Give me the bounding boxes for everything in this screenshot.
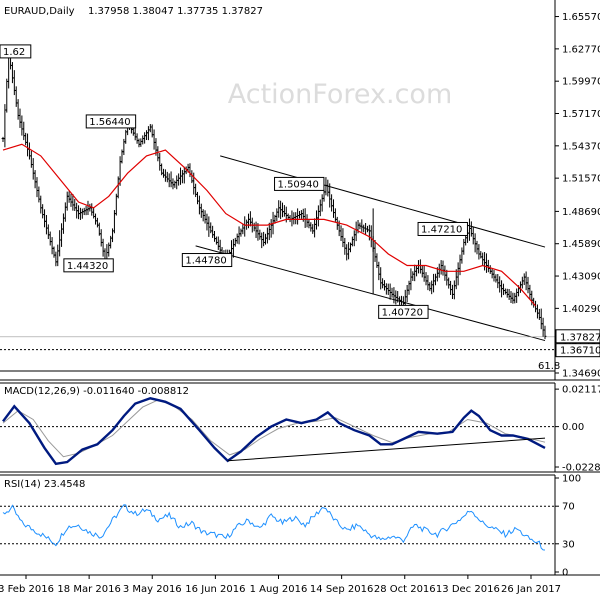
macd-title: MACD(12,26,9) -0.011640 -0.008812 (4, 386, 189, 397)
price-tick-label: 1.62770 (562, 44, 600, 55)
last-price-label: 1.37827 (560, 332, 600, 343)
time-tick-label: 3 May 2016 (123, 584, 182, 595)
time-tick-label: 18 Mar 2016 (57, 584, 120, 595)
price-tick-label: 1.43090 (562, 272, 600, 283)
rsi-tick-label: 30 (562, 539, 575, 550)
support-price-box (555, 343, 600, 358)
macd-axis: 0.021171 0.00 -0.022814 (0, 385, 600, 474)
support-price-label: 1.36710 (560, 346, 600, 357)
price-series (1, 45, 547, 340)
macd-tick-label: 0.021171 (562, 385, 600, 396)
moving-average-line (2, 143, 537, 307)
time-tick-label: 3 Feb 2016 (0, 584, 54, 595)
price-annotation: 1.47210 (417, 221, 468, 236)
time-axis: 3 Feb 2016 18 Mar 2016 3 May 2016 16 Jun 20… (0, 575, 561, 595)
price-annotation: 1.56440 (85, 114, 137, 129)
price-annotation-label: 1.40720 (382, 307, 423, 318)
time-tick-label: 13 Dec 2016 (436, 584, 500, 595)
price-tick-label: 1.65570 (562, 12, 600, 23)
last-price-box (555, 329, 600, 344)
price-overlays: 61.8 1.37827 1.36710 (0, 155, 600, 372)
price-tick-label: 1.48690 (562, 207, 600, 218)
price-annotation-label: 1.44320 (67, 261, 108, 272)
price-chart-title: EURAUD,Daily (4, 6, 75, 17)
macd-line (2, 397, 546, 466)
rsi-tick-label: 70 (562, 502, 575, 513)
watermark: ActionForex.com (228, 79, 453, 110)
time-tick-label: 14 Sep 2016 (310, 584, 373, 595)
price-annotation: 1.40720 (378, 304, 429, 319)
time-tick-label: 28 Oct 2016 (374, 584, 436, 595)
price-annotation: 1.44780 (181, 253, 233, 268)
macd-series (2, 397, 546, 466)
fib-618-label: 61.8 (538, 361, 560, 372)
price-annotation: 1.50940 (274, 176, 325, 191)
price-annotation-box (378, 304, 429, 319)
rsi-line (2, 504, 546, 551)
price-ohlc-label: 1.37958 1.38047 1.37735 1.37827 (88, 6, 263, 17)
price-annotation-box (274, 176, 325, 191)
price-annotation-box (63, 258, 114, 273)
rsi-series (2, 504, 546, 551)
price-annotation-label: 1.50940 (278, 179, 319, 190)
price-tick-label: 1.45890 (562, 239, 600, 250)
macd-trendline (227, 437, 546, 462)
price-annotation-label: 1.62 (3, 47, 25, 58)
price-annotation-box (0, 44, 32, 59)
rsi-tick-label: 0 (562, 568, 568, 579)
channel-lower-line (195, 245, 546, 342)
price-annotation: 1.44320 (63, 258, 114, 273)
price-bar (543, 325, 547, 340)
time-tick-label: 1 Aug 2016 (250, 584, 308, 595)
price-tick-label: 1.51570 (562, 174, 600, 185)
price-annotation-label: 1.47210 (421, 224, 462, 235)
price-annotation-box (85, 114, 137, 129)
macd-tick-label: -0.022814 (562, 463, 600, 474)
price-annotation: 1.62 (0, 44, 32, 59)
price-annotation-box (417, 221, 468, 236)
time-tick-label: 26 Jan 2017 (501, 584, 561, 595)
rsi-tick-label: 100 (562, 474, 581, 485)
price-tick-label: 1.54370 (562, 141, 600, 152)
rsi-title: RSI(14) 23.4548 (4, 479, 85, 490)
price-tick-label: 1.59970 (562, 77, 600, 88)
macd-tick-label: 0.00 (562, 422, 584, 433)
price-annotation-label: 1.44780 (185, 256, 226, 267)
rsi-panel: 100 70 30 0 RSI(14) 23.4548 (0, 474, 600, 579)
price-tick-label: 1.34690 (562, 369, 600, 380)
price-tick-label: 1.40290 (562, 304, 600, 315)
rsi-axis: 100 70 30 0 (0, 474, 581, 579)
price-annotation-label: 1.56440 (89, 117, 130, 128)
channel-upper-line (220, 155, 546, 248)
price-panel: ActionForex.com 1.65570 1.62770 1.59970 1.5… (0, 0, 600, 381)
time-tick-label: 16 Jun 2016 (185, 584, 245, 595)
price-tick-label: 1.57170 (562, 109, 600, 120)
macd-panel: 0.021171 0.00 -0.022814 MACD(12,26,9) -0.0… (0, 382, 600, 474)
price-annotation-box (181, 253, 233, 268)
price-annotations: 1.62 1.56440 1.44320 1.44780 1.50940 1.40720 1… (0, 44, 468, 319)
